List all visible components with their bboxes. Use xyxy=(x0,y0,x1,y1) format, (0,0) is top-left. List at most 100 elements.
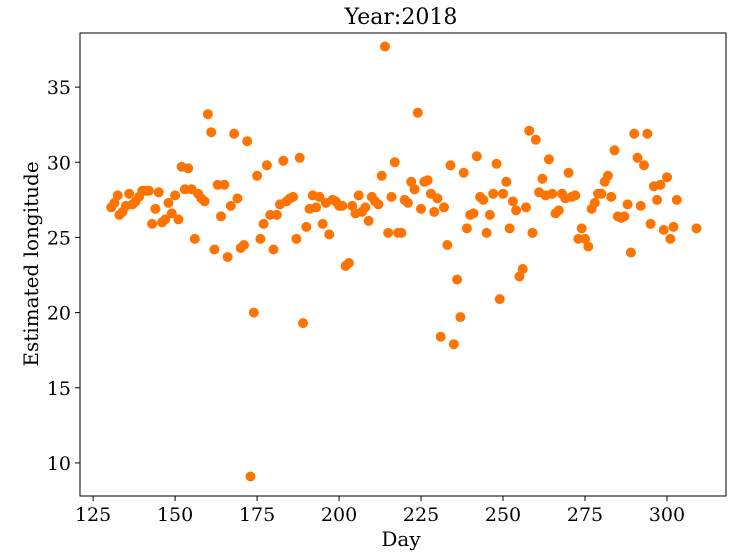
data-point xyxy=(383,227,394,238)
data-point xyxy=(311,202,322,213)
data-point xyxy=(498,188,508,199)
data-point xyxy=(396,227,407,238)
data-point xyxy=(691,223,702,234)
data-point xyxy=(514,271,525,282)
data-point xyxy=(402,197,413,208)
data-point xyxy=(389,157,400,168)
data-point xyxy=(596,188,607,199)
data-point xyxy=(537,173,548,184)
data-point xyxy=(481,227,492,238)
data-point xyxy=(163,197,174,208)
data-point xyxy=(376,170,387,181)
data-point xyxy=(517,264,528,274)
data-point xyxy=(229,128,240,139)
x-tick-label: 175 xyxy=(239,504,275,526)
data-point xyxy=(222,252,233,262)
data-point xyxy=(166,208,177,219)
data-point xyxy=(173,214,184,225)
data-point xyxy=(602,170,613,181)
data-point xyxy=(219,179,230,190)
y-tick-label: 25 xyxy=(47,227,71,249)
data-point xyxy=(622,199,633,210)
data-point xyxy=(124,188,135,199)
y-tick-label: 20 xyxy=(47,303,71,325)
data-point xyxy=(521,202,531,213)
data-point xyxy=(589,197,600,208)
data-point xyxy=(232,193,243,204)
data-point xyxy=(353,190,364,201)
data-point xyxy=(671,194,682,205)
data-point xyxy=(150,203,161,214)
x-tick-label: 275 xyxy=(567,504,603,526)
data-point xyxy=(261,160,272,171)
data-point xyxy=(363,215,374,226)
data-point xyxy=(629,128,640,139)
data-points xyxy=(106,41,702,482)
data-point xyxy=(662,172,672,183)
y-axis-label: Estimated longitude xyxy=(19,161,43,366)
data-point xyxy=(432,193,443,204)
data-point xyxy=(547,188,558,199)
data-point xyxy=(553,205,564,216)
data-point xyxy=(442,240,453,250)
x-tick-label: 300 xyxy=(649,504,685,526)
data-point xyxy=(642,128,653,139)
data-point xyxy=(147,218,158,229)
data-point xyxy=(252,170,263,181)
data-point xyxy=(448,339,459,350)
data-point xyxy=(225,200,236,211)
data-point xyxy=(452,274,463,285)
data-point xyxy=(288,191,299,202)
data-point xyxy=(258,218,269,229)
x-tick-label: 150 xyxy=(157,504,193,526)
data-point xyxy=(422,175,433,186)
data-point xyxy=(491,158,502,169)
y-tick-label: 15 xyxy=(47,378,71,400)
data-point xyxy=(658,224,669,235)
x-axis-label: Day xyxy=(381,527,421,551)
x-tick-label: 250 xyxy=(485,504,521,526)
data-point xyxy=(645,218,656,229)
x-tick-label: 125 xyxy=(75,504,111,526)
plot-frame xyxy=(79,32,727,497)
data-point xyxy=(202,109,213,120)
data-point xyxy=(468,208,479,219)
data-point xyxy=(248,307,259,318)
data-point xyxy=(209,244,220,255)
data-point xyxy=(337,200,348,211)
data-point xyxy=(416,203,426,214)
data-point xyxy=(461,223,472,234)
data-point xyxy=(576,223,587,234)
data-point xyxy=(445,160,456,171)
data-point xyxy=(530,134,541,145)
data-point xyxy=(494,294,505,305)
data-point xyxy=(271,209,282,220)
data-point xyxy=(324,229,335,240)
data-point xyxy=(347,200,358,211)
data-point xyxy=(484,209,495,220)
data-point xyxy=(639,160,649,171)
data-point xyxy=(652,194,663,205)
data-point xyxy=(112,190,123,201)
data-point xyxy=(206,127,217,138)
data-point xyxy=(583,241,594,252)
data-point xyxy=(668,221,679,232)
data-point xyxy=(143,185,154,196)
data-point xyxy=(471,151,482,162)
x-tick-label: 225 xyxy=(403,504,439,526)
chart-title: Year:2018 xyxy=(344,5,458,30)
x-tick-label: 200 xyxy=(321,504,357,526)
data-point xyxy=(301,221,312,232)
data-point xyxy=(504,223,515,234)
data-point xyxy=(317,218,328,229)
data-point xyxy=(625,247,636,258)
data-point xyxy=(458,167,469,178)
data-point xyxy=(488,188,499,199)
data-point xyxy=(380,41,390,52)
data-point xyxy=(109,197,120,208)
data-point xyxy=(314,191,325,202)
data-point xyxy=(245,471,256,482)
data-point xyxy=(435,331,446,342)
data-point xyxy=(609,145,620,156)
